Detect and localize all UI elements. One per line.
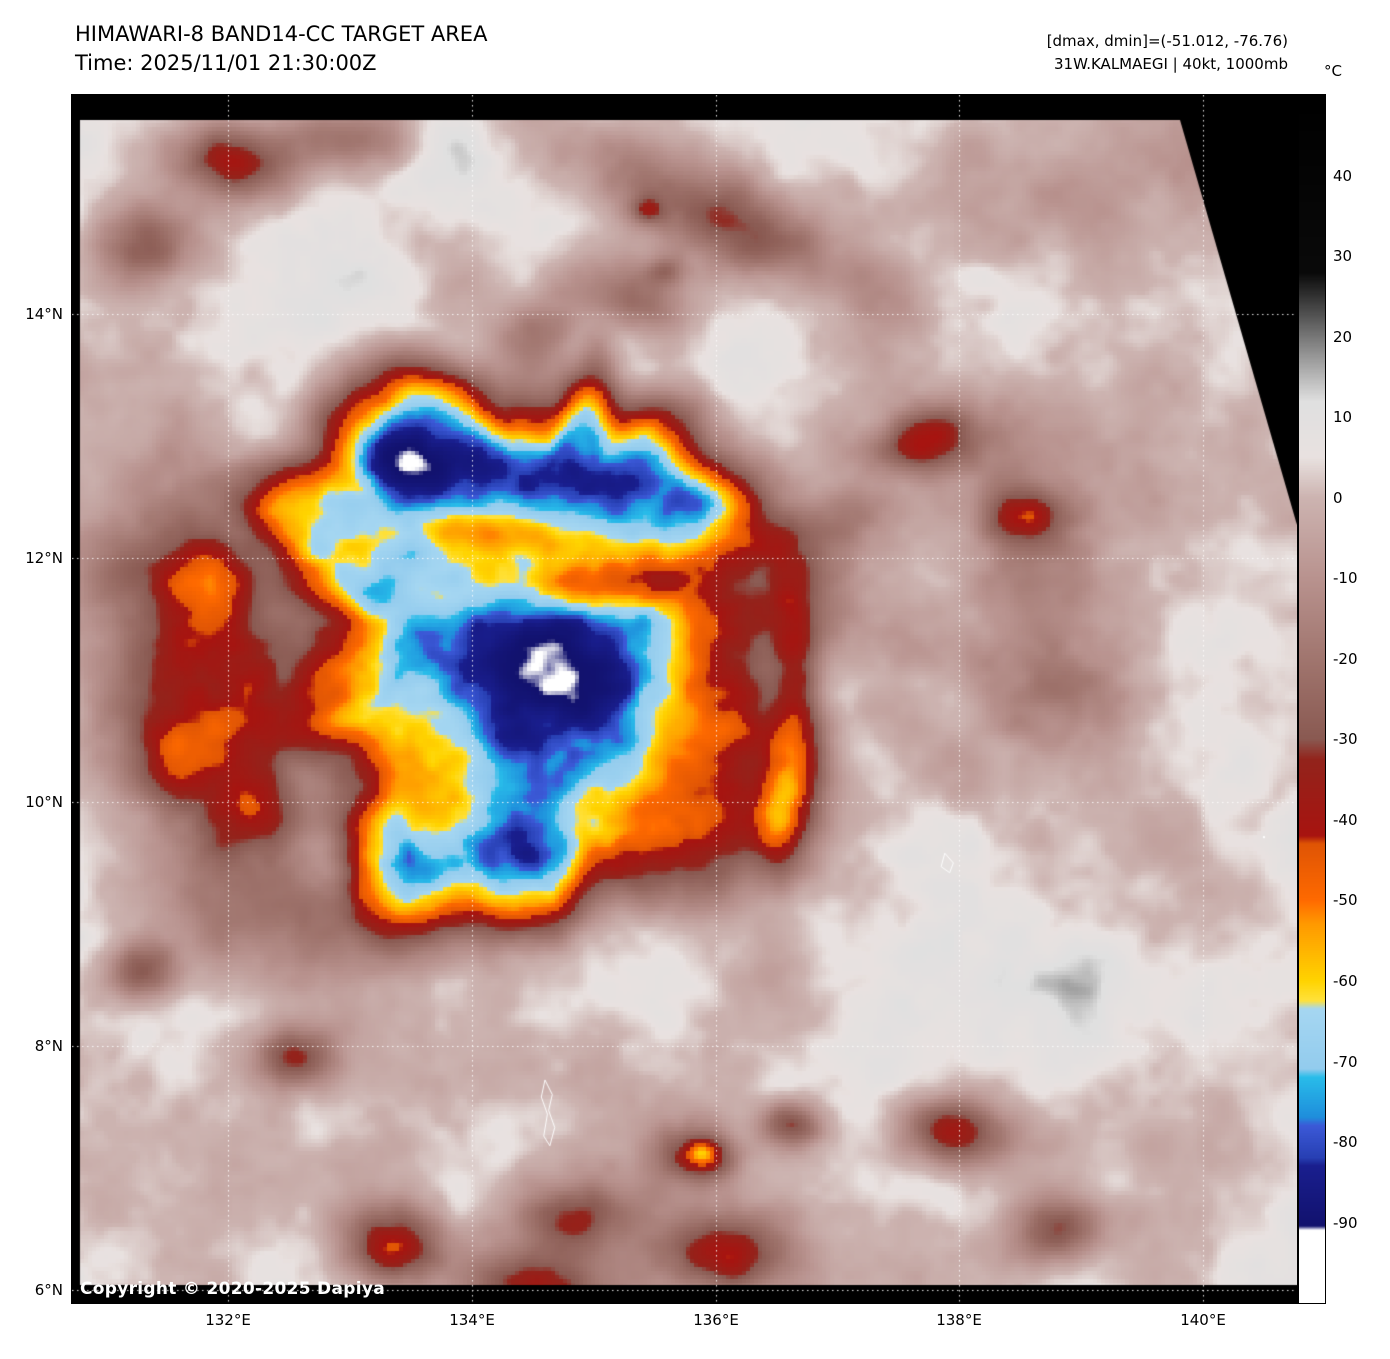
colorbar-unit-label: °C <box>1324 62 1342 80</box>
dmax-dmin-readout: [dmax, dmin]=(-51.012, -76.76) <box>1046 32 1288 50</box>
colorbar-tick-label: 30 <box>1333 247 1353 265</box>
colorbar-tick-label: -20 <box>1333 650 1358 668</box>
y-tick-label: 14°N <box>25 305 63 323</box>
colorbar-tick-label: -30 <box>1333 730 1358 748</box>
x-tick-label: 140°E <box>1180 1311 1226 1329</box>
colorbar-tick-label: -50 <box>1333 891 1358 909</box>
title-block: HIMAWARI-8 BAND14-CC TARGET AREA Time: 2… <box>75 20 487 78</box>
x-tick-label: 136°E <box>693 1311 739 1329</box>
y-tick-label: 8°N <box>34 1037 63 1055</box>
x-tick-label: 134°E <box>449 1311 495 1329</box>
y-tick-label: 6°N <box>34 1281 63 1299</box>
x-tick-label: 132°E <box>205 1311 251 1329</box>
y-tick-label: 12°N <box>25 549 63 567</box>
colorbar-tick-label: 10 <box>1333 408 1353 426</box>
storm-id-readout: 31W.KALMAEGI | 40kt, 1000mb <box>1054 55 1288 74</box>
figure-title: HIMAWARI-8 BAND14-CC TARGET AREA <box>75 22 488 46</box>
colorbar-gradient-canvas <box>1299 95 1325 1303</box>
colorbar <box>1298 94 1326 1304</box>
y-tick-label: 10°N <box>25 793 63 811</box>
colorbar-tick-label: 0 <box>1333 489 1343 507</box>
satellite-map: Copyright © 2020-2025 Dapiya <box>71 94 1298 1304</box>
colorbar-tick-label: -90 <box>1333 1214 1358 1232</box>
colorbar-tick-label: 20 <box>1333 328 1353 346</box>
colorbar-tick-label: -80 <box>1333 1133 1358 1151</box>
satellite-image-canvas <box>72 95 1297 1303</box>
colorbar-tick-label: -70 <box>1333 1053 1358 1071</box>
colorbar-tick-label: -60 <box>1333 972 1358 990</box>
colorbar-tick-label: 40 <box>1333 167 1353 185</box>
colorbar-tick-label: -10 <box>1333 569 1358 587</box>
figure-time: Time: 2025/11/01 21:30:00Z <box>75 50 377 75</box>
x-tick-label: 138°E <box>936 1311 982 1329</box>
colorbar-tick-label: -40 <box>1333 811 1358 829</box>
copyright-label: Copyright © 2020-2025 Dapiya <box>80 1279 385 1299</box>
info-block: [dmax, dmin]=(-51.012, -76.76) 31W.KALMA… <box>1047 30 1288 77</box>
